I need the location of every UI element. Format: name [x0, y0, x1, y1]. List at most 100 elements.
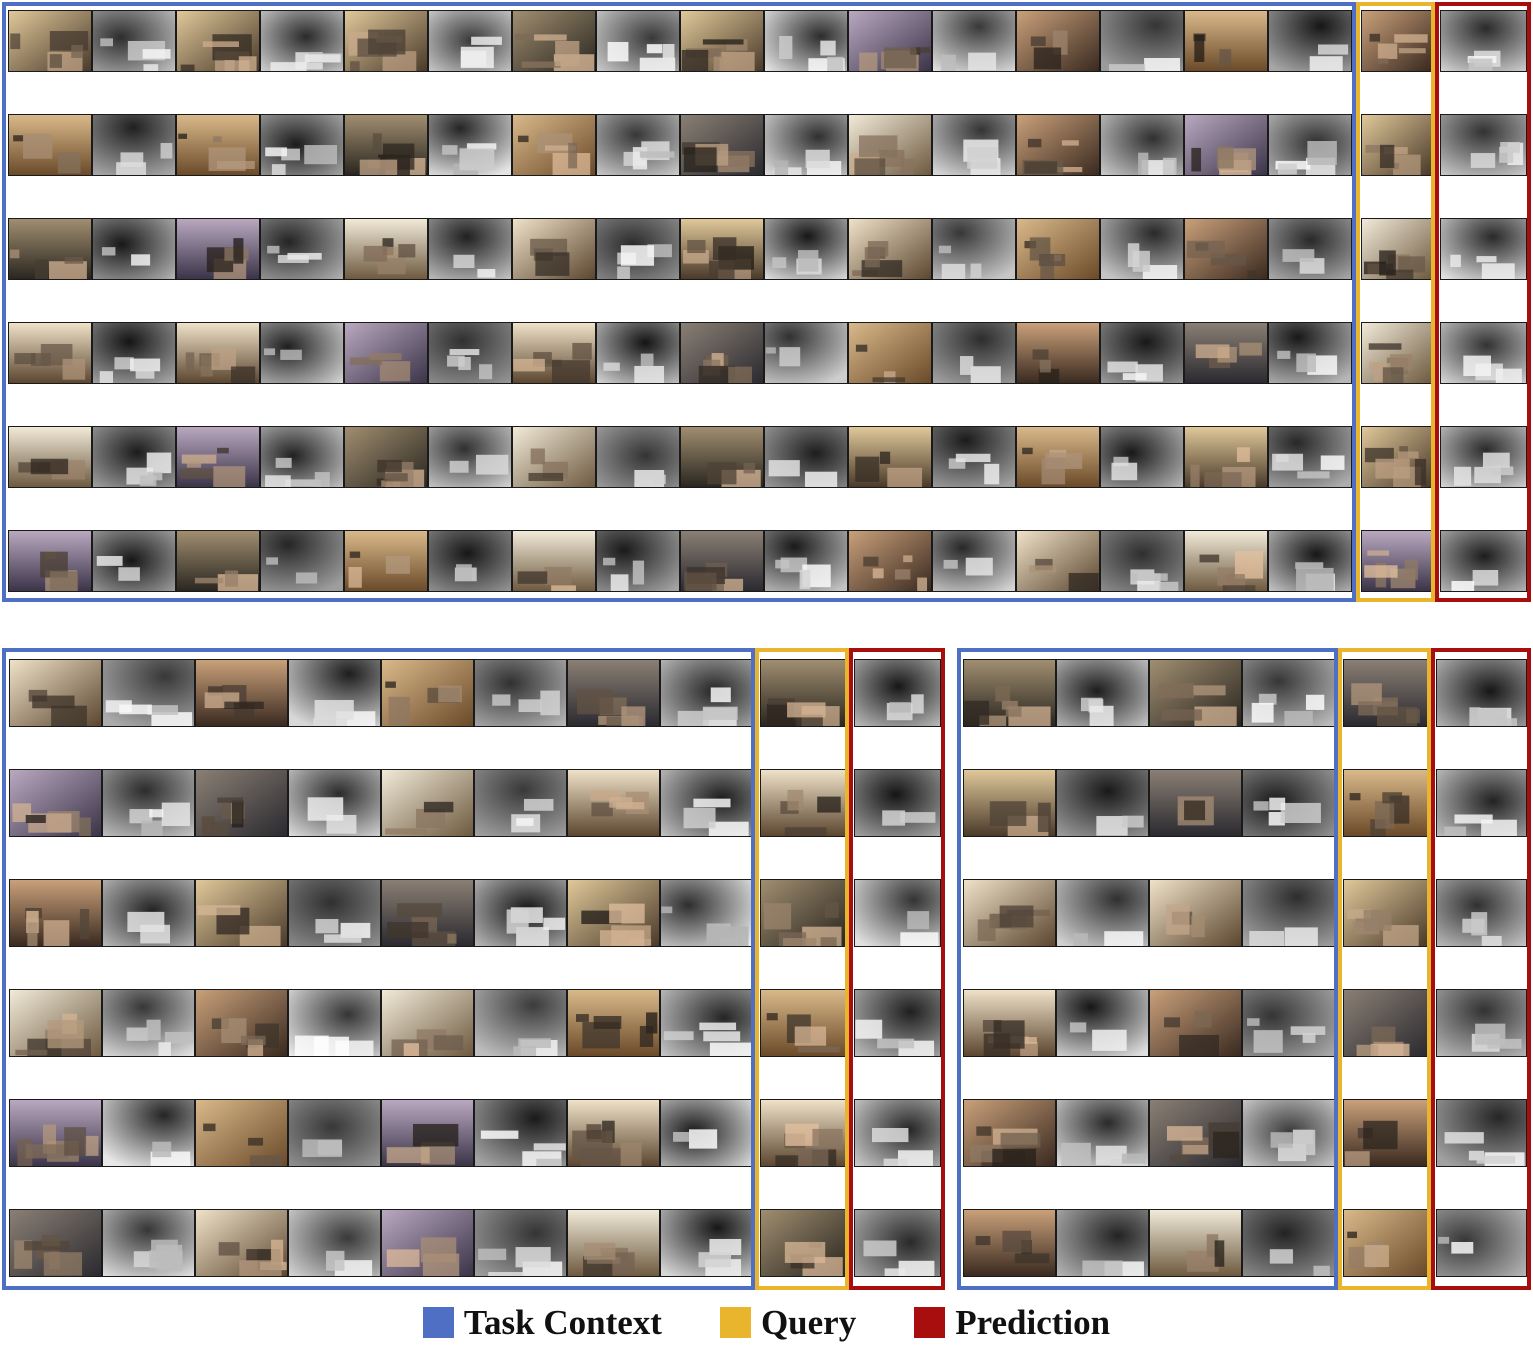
- context-depth-thumbnail: [932, 322, 1016, 384]
- context-rgb-thumbnail: [1149, 1099, 1242, 1167]
- context-rgb-thumbnail: [963, 989, 1056, 1057]
- legend-item-query: Query: [719, 1302, 857, 1342]
- context-rgb-thumbnail: [176, 10, 260, 72]
- context-rgb-thumbnail: [512, 426, 596, 488]
- query-rgb-thumbnail: [760, 879, 846, 947]
- context-depth-thumbnail: [92, 10, 176, 72]
- context-rgb-thumbnail: [1184, 530, 1268, 592]
- context-depth-thumbnail: [1100, 218, 1184, 280]
- context-depth-thumbnail: [102, 659, 195, 727]
- context-rgb-thumbnail: [963, 1209, 1056, 1277]
- context-depth-thumbnail: [92, 426, 176, 488]
- query-rgb-thumbnail: [760, 659, 846, 727]
- context-rgb-thumbnail: [8, 426, 92, 488]
- prediction-depth-thumbnail: [1436, 769, 1527, 837]
- context-depth-thumbnail: [764, 426, 848, 488]
- legend-item-task-context: Task Context: [422, 1302, 662, 1342]
- prediction-depth-thumbnail: [854, 1099, 941, 1167]
- context-depth-thumbnail: [260, 322, 344, 384]
- context-depth-thumbnail: [428, 530, 512, 592]
- context-depth-thumbnail: [1056, 989, 1149, 1057]
- context-depth-thumbnail: [92, 530, 176, 592]
- legend-label-query: Query: [760, 1302, 857, 1342]
- context-depth-thumbnail: [1100, 530, 1184, 592]
- context-rgb-thumbnail: [963, 659, 1056, 727]
- context-rgb-thumbnail: [1149, 879, 1242, 947]
- context-rgb-thumbnail: [381, 1209, 474, 1277]
- context-rgb-thumbnail: [344, 114, 428, 176]
- context-depth-thumbnail: [288, 769, 381, 837]
- context-rgb-thumbnail: [195, 989, 288, 1057]
- context-depth-thumbnail: [1242, 1209, 1335, 1277]
- context-depth-thumbnail: [474, 879, 567, 947]
- context-rgb-thumbnail: [1149, 769, 1242, 837]
- context-depth-thumbnail: [102, 1209, 195, 1277]
- context-rgb-thumbnail: [9, 879, 102, 947]
- context-depth-thumbnail: [596, 530, 680, 592]
- context-depth-thumbnail: [260, 426, 344, 488]
- context-depth-thumbnail: [102, 879, 195, 947]
- context-depth-thumbnail: [1242, 989, 1335, 1057]
- context-depth-thumbnail: [932, 530, 1016, 592]
- context-rgb-thumbnail: [1184, 322, 1268, 384]
- prediction-depth-thumbnail: [854, 769, 941, 837]
- context-depth-thumbnail: [428, 426, 512, 488]
- query-frame: [1356, 2, 1435, 602]
- legend-label-prediction: Prediction: [955, 1302, 1111, 1342]
- context-depth-thumbnail: [474, 769, 567, 837]
- context-depth-thumbnail: [660, 989, 753, 1057]
- prediction-depth-thumbnail: [1440, 10, 1527, 72]
- context-rgb-thumbnail: [680, 218, 764, 280]
- context-rgb-thumbnail: [176, 218, 260, 280]
- context-rgb-thumbnail: [344, 322, 428, 384]
- context-rgb-thumbnail: [344, 218, 428, 280]
- context-depth-thumbnail: [660, 879, 753, 947]
- task-context-frame: [957, 648, 1338, 1290]
- context-rgb-thumbnail: [512, 10, 596, 72]
- context-rgb-thumbnail: [567, 769, 660, 837]
- context-rgb-thumbnail: [9, 769, 102, 837]
- context-rgb-thumbnail: [963, 1099, 1056, 1167]
- context-rgb-thumbnail: [1016, 322, 1100, 384]
- context-depth-thumbnail: [1100, 114, 1184, 176]
- context-depth-thumbnail: [660, 1099, 753, 1167]
- context-depth-thumbnail: [474, 1209, 567, 1277]
- context-depth-thumbnail: [764, 218, 848, 280]
- context-rgb-thumbnail: [848, 114, 932, 176]
- query-rgb-thumbnail: [760, 769, 846, 837]
- context-depth-thumbnail: [102, 769, 195, 837]
- context-rgb-thumbnail: [567, 879, 660, 947]
- context-depth-thumbnail: [764, 322, 848, 384]
- prediction-depth-thumbnail: [854, 659, 941, 727]
- context-depth-thumbnail: [1268, 218, 1352, 280]
- context-depth-thumbnail: [1056, 1099, 1149, 1167]
- context-depth-thumbnail: [288, 659, 381, 727]
- legend-swatch-query: [719, 1306, 751, 1338]
- context-rgb-thumbnail: [848, 426, 932, 488]
- context-depth-thumbnail: [428, 10, 512, 72]
- query-rgb-thumbnail: [760, 989, 846, 1057]
- query-rgb-thumbnail: [1361, 10, 1432, 72]
- query-rgb-thumbnail: [1361, 530, 1432, 592]
- legend-label-task-context: Task Context: [463, 1302, 662, 1342]
- context-rgb-thumbnail: [381, 1099, 474, 1167]
- context-depth-thumbnail: [474, 989, 567, 1057]
- context-rgb-thumbnail: [1149, 1209, 1242, 1277]
- query-rgb-thumbnail: [1343, 879, 1428, 947]
- context-rgb-thumbnail: [176, 114, 260, 176]
- context-depth-thumbnail: [932, 10, 1016, 72]
- context-rgb-thumbnail: [680, 530, 764, 592]
- context-depth-thumbnail: [260, 10, 344, 72]
- context-rgb-thumbnail: [8, 218, 92, 280]
- prediction-depth-thumbnail: [1440, 426, 1527, 488]
- context-rgb-thumbnail: [195, 879, 288, 947]
- prediction-depth-thumbnail: [1440, 218, 1527, 280]
- context-rgb-thumbnail: [8, 530, 92, 592]
- context-rgb-thumbnail: [512, 530, 596, 592]
- context-rgb-thumbnail: [1184, 218, 1268, 280]
- context-rgb-thumbnail: [1016, 530, 1100, 592]
- context-depth-thumbnail: [1100, 426, 1184, 488]
- context-rgb-thumbnail: [1184, 426, 1268, 488]
- context-depth-thumbnail: [932, 218, 1016, 280]
- context-rgb-thumbnail: [9, 1209, 102, 1277]
